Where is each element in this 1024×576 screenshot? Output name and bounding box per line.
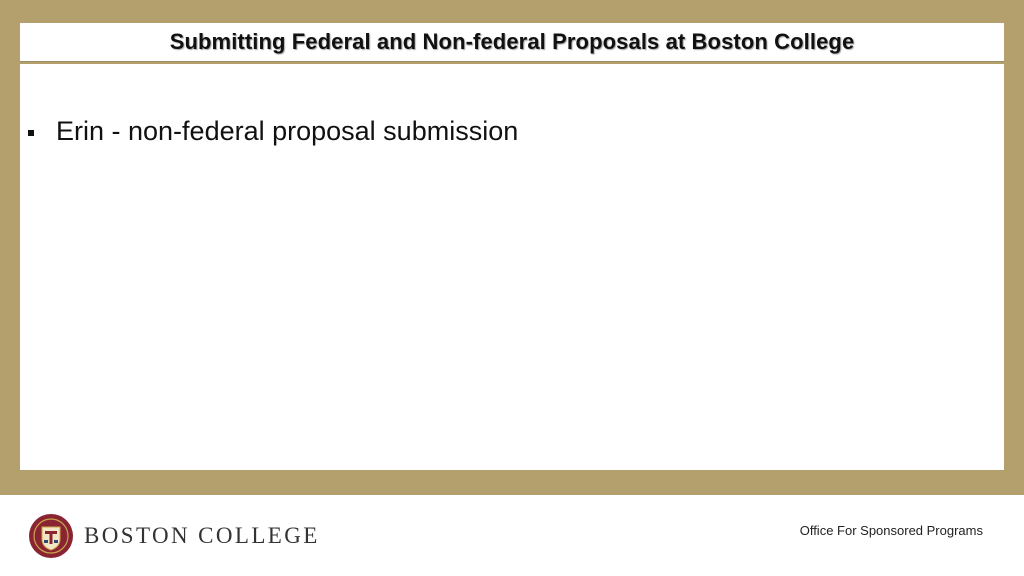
logo-wordmark: BOSTON COLLEGE — [84, 523, 320, 548]
bullet-text: Erin - non-federal proposal submission — [56, 116, 519, 146]
slide-title: Submitting Federal and Non-federal Propo… — [169, 29, 855, 54]
bullet-item: Erin - non-federal proposal submission — [28, 116, 518, 147]
square-bullet-icon — [28, 129, 34, 136]
content-panel: Erin - non-federal proposal submission — [20, 64, 1004, 470]
boston-college-logo: BOSTON COLLEGE — [28, 512, 320, 560]
seal-icon — [29, 514, 73, 558]
footer: BOSTON COLLEGE Office For Sponsored Prog… — [0, 495, 1024, 576]
office-name: Office For Sponsored Programs — [799, 523, 983, 538]
title-bar: Submitting Federal and Non-federal Propo… — [20, 23, 1004, 62]
